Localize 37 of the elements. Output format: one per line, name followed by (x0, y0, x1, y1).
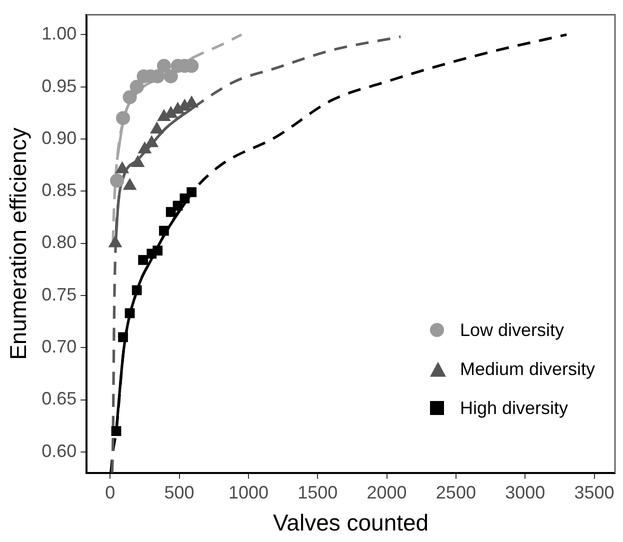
x-tick-label: 3000 (505, 482, 546, 503)
y-tick-label: 0.95 (42, 76, 77, 96)
point (186, 187, 197, 198)
y-tick-label: 0.80 (42, 232, 77, 252)
y-tick-label: 0.70 (42, 336, 77, 357)
point (130, 80, 144, 94)
x-tick-label: 1000 (228, 482, 268, 503)
y-tick-label: 0.60 (42, 440, 77, 461)
point (124, 308, 135, 318)
x-tick-label: 1500 (298, 482, 338, 503)
x-tick-label: 500 (164, 482, 194, 503)
y-tick-label: 0.85 (42, 180, 77, 200)
legend-label: Medium diversity (460, 358, 596, 380)
legend-label: Low diversity (460, 320, 564, 341)
x-tick-label: 2500 (436, 482, 476, 503)
y-tick-label: 0.90 (42, 128, 77, 148)
x-tick-label: 3500 (574, 482, 614, 503)
y-tick-label: 0.65 (42, 388, 77, 409)
point (156, 58, 171, 73)
x-axis-title: Valves counted (273, 510, 429, 536)
point (159, 226, 169, 236)
point (118, 332, 128, 342)
point (122, 90, 137, 104)
y-axis-title: Enumeration efficiency (5, 127, 32, 360)
y-tick-label: 1.00 (42, 24, 77, 44)
legend-label: High diversity (460, 398, 568, 419)
x-tick-label: 0 (105, 482, 116, 503)
point (132, 285, 142, 296)
x-tick-label: 2000 (366, 482, 407, 503)
point (152, 246, 163, 256)
point (116, 111, 130, 126)
point (164, 69, 178, 84)
point (111, 426, 122, 436)
line-series (116, 56, 194, 162)
point (110, 174, 124, 188)
y-tick-label: 0.75 (42, 284, 77, 304)
point (138, 255, 148, 265)
